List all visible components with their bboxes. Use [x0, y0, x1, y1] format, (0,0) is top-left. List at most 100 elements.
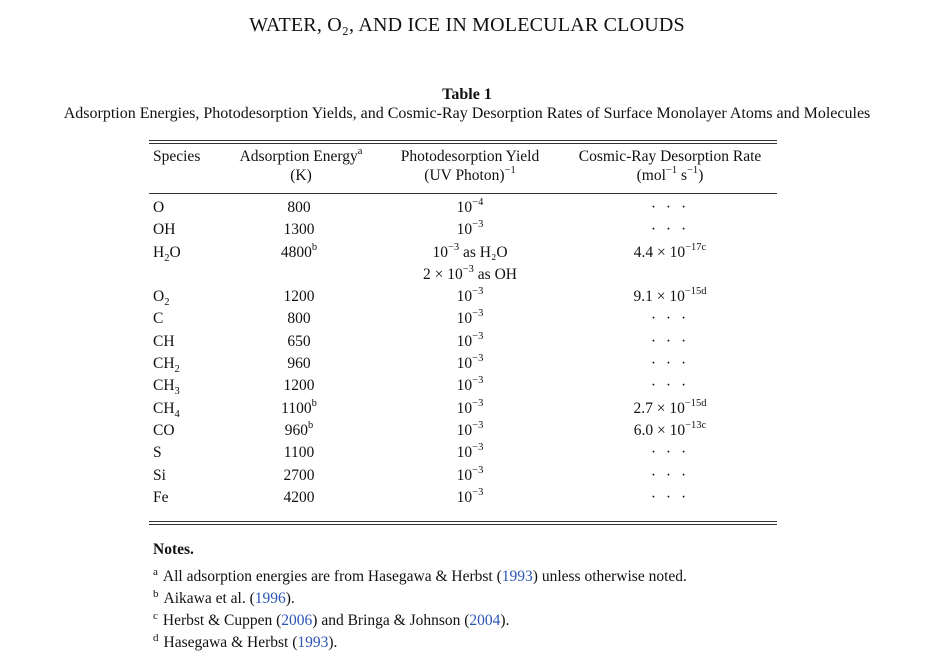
header-yield-label: Photodesorption Yield: [400, 148, 540, 165]
notes-heading: Notes.: [153, 541, 194, 558]
table-row: 2 × 10−3 as OH: [149, 264, 777, 286]
cell-yield: 10−3: [456, 308, 484, 328]
table-row: CH4 1100b 10−3 2.7 × 10−15d: [149, 398, 777, 420]
cell-species: CH3: [153, 377, 180, 398]
header-species: Species: [153, 147, 215, 166]
table-top-rule: [149, 140, 777, 141]
header-rate: Cosmic-Ray Desorption Rate (mol−1 s−1): [563, 147, 777, 185]
cell-energy: 2700: [283, 466, 315, 484]
exponent: −1: [665, 165, 678, 176]
cell-rate: · · ·: [650, 377, 690, 395]
table-row: CH 650 10−3 · · ·: [149, 331, 777, 353]
table-body: O 800 10−4 · · · OH 1300 10−3 · · · H2O …: [149, 197, 777, 509]
note-b: b Aikawa et al. (1996).: [153, 588, 295, 607]
cell-species: Si: [153, 466, 166, 484]
table-bottom-rule-inner: [149, 524, 777, 525]
cell-rate: · · ·: [650, 310, 690, 328]
cell-rate: · · ·: [650, 466, 690, 484]
cell-species: S: [153, 444, 162, 462]
citation-link[interactable]: 2006: [281, 612, 313, 629]
header-energy-label: Adsorption Energy: [239, 148, 358, 165]
table-row: O 800 10−4 · · ·: [149, 197, 777, 219]
cell-rate: · · ·: [650, 488, 690, 506]
cell-yield: 10−3: [456, 442, 484, 462]
cell-yield: 10−3 as H₂O: [432, 241, 508, 261]
header-yield: Photodesorption Yield (UV Photon)−1: [381, 147, 559, 185]
cell-species: C: [153, 310, 164, 328]
table-row: H2O 4800b 10−3 as H₂O 4.4 × 10−17c: [149, 242, 777, 264]
cell-rate: · · ·: [650, 355, 690, 373]
table-header-rule: [149, 193, 777, 194]
cell-energy: 1100: [283, 444, 315, 462]
cell-energy: 960: [287, 355, 311, 373]
cell-yield: 10−3: [456, 397, 484, 417]
cell-yield: 10−3: [456, 219, 484, 239]
cell-rate: 6.0 × 10−13c: [633, 419, 707, 439]
table-row: CO 960b 10−3 6.0 × 10−13c: [149, 420, 777, 442]
cell-species: CH: [153, 332, 175, 350]
cell-species: CO: [153, 421, 175, 439]
cell-yield: 10−3: [456, 464, 484, 484]
cell-energy: 800: [287, 199, 311, 216]
cell-species: H2O: [153, 243, 181, 264]
header-yield-unit: (UV Photon): [424, 167, 505, 184]
note-c: c Herbst & Cuppen (2006) and Bringa & Joh…: [153, 610, 510, 629]
table-row: CH2 960 10−3 · · ·: [149, 353, 777, 375]
cell-species: OH: [153, 221, 176, 239]
cell-yield: 10−3: [456, 486, 484, 506]
cell-rate: · · ·: [650, 332, 690, 350]
citation-link[interactable]: 2004: [469, 612, 501, 629]
cell-yield: 10−4: [456, 197, 484, 216]
cell-yield: 10−3: [456, 286, 484, 306]
table-caption: Adsorption Energies, Photodesorption Yie…: [63, 105, 871, 122]
cell-energy: 1200: [283, 288, 315, 306]
table-row: S 1100 10−3 · · ·: [149, 442, 777, 464]
cell-rate: 9.1 × 10−15d: [633, 286, 707, 306]
cell-rate: · · ·: [650, 444, 690, 462]
cell-yield: 10−3: [456, 375, 484, 395]
citation-link[interactable]: 1993: [501, 568, 533, 585]
exponent: −1: [687, 165, 699, 176]
exponent: −1: [504, 165, 516, 176]
table-title: Table 1: [442, 86, 492, 103]
table-row: Si 2700 10−3 · · ·: [149, 465, 777, 487]
cell-rate: 4.4 × 10−17c: [633, 241, 707, 261]
table-top-rule-inner: [149, 143, 777, 144]
cell-energy: 4200: [283, 488, 315, 506]
cell-energy: 4800b: [280, 241, 318, 261]
table-notes: Notes. a All adsorption energies are from…: [153, 539, 793, 651]
citation-link[interactable]: 1993: [297, 634, 329, 651]
cell-species: O2: [153, 288, 170, 309]
cell-energy: 650: [287, 332, 311, 350]
cell-yield: 10−3: [456, 419, 484, 439]
running-head: WATER, O₂, AND ICE IN MOLECULAR CLOUDS: [249, 14, 685, 36]
table-row: CH3 1200 10−3 · · ·: [149, 375, 777, 398]
header-rate-unit: s: [677, 167, 688, 184]
note-a: a All adsorption energies are from Hasega…: [153, 566, 687, 585]
header-rate-unit: (mol: [636, 167, 666, 184]
header-rate-unit: ): [698, 167, 704, 184]
table-row: C 800 10−3 · · ·: [149, 308, 777, 330]
cell-species: O: [153, 199, 165, 216]
header-energy-unit: (K): [290, 167, 312, 184]
table-row: O2 1200 10−3 9.1 × 10−15d: [149, 286, 777, 308]
footnote-mark: a: [357, 146, 363, 157]
cell-rate: 2.7 × 10−15d: [633, 397, 707, 417]
cell-energy: 1200: [283, 377, 315, 395]
cell-yield: 10−3: [456, 353, 484, 373]
citation-link[interactable]: 1996: [254, 590, 286, 607]
cell-species: Fe: [153, 488, 169, 506]
cell-species: CH4: [153, 399, 180, 420]
header-rate-label: Cosmic-Ray Desorption Rate: [578, 148, 762, 165]
cell-yield: 10−3: [456, 330, 484, 350]
cell-energy: 960b: [284, 419, 314, 439]
cell-energy: 1100b: [281, 397, 317, 417]
cell-rate: · · ·: [650, 199, 690, 216]
cell-species: CH2: [153, 355, 180, 376]
cell-energy: 1300: [283, 221, 315, 239]
table-row: Fe 4200 10−3 · · ·: [149, 487, 777, 509]
header-energy: Adsorption Energya (K): [225, 146, 377, 185]
note-d: d Hasegawa & Herbst (1993).: [153, 632, 338, 651]
table-row: OH 1300 10−3 · · ·: [149, 219, 777, 241]
cell-yield: 2 × 10−3 as OH: [423, 263, 517, 283]
